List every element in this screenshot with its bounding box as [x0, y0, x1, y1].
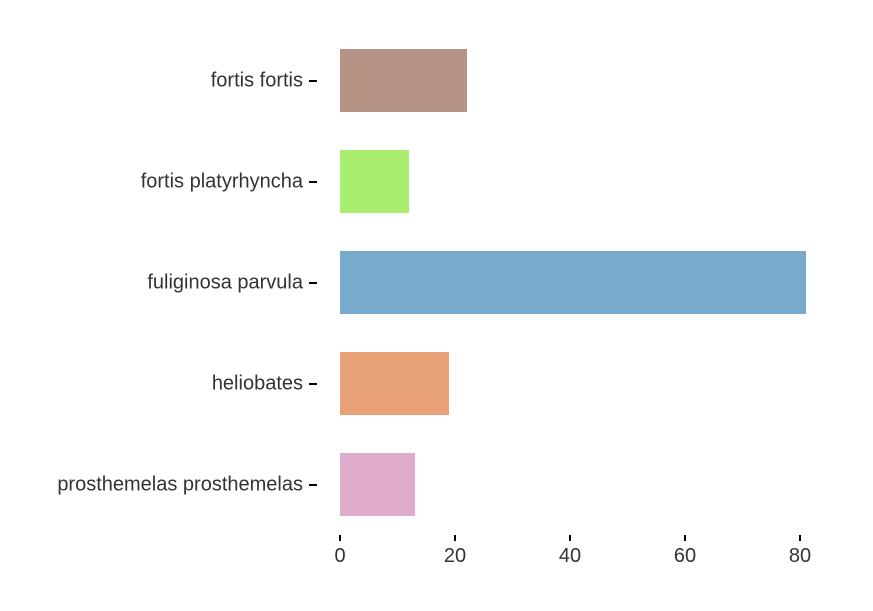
y-tick-label: prosthemelas prosthemelas [57, 473, 303, 496]
y-tick-label: heliobates [212, 372, 303, 395]
y-tick-mark [309, 383, 317, 385]
y-tick-mark [309, 484, 317, 486]
bar [340, 49, 467, 112]
x-tick-label: 80 [789, 545, 811, 568]
bar [340, 150, 409, 213]
bar [340, 453, 415, 516]
y-tick-label: fuliginosa parvula [147, 271, 303, 294]
y-tick-label: fortis platyrhyncha [141, 170, 303, 193]
x-tick-mark [684, 535, 686, 541]
x-tick-label: 20 [444, 545, 466, 568]
x-tick-mark [799, 535, 801, 541]
y-tick-mark [309, 282, 317, 284]
bar-chart: fortis fortis fortis platyrhyncha fuligino… [0, 0, 873, 611]
bar [340, 352, 449, 415]
x-tick-label: 0 [334, 545, 345, 568]
y-tick-mark [309, 80, 317, 82]
x-tick-mark [569, 535, 571, 541]
bar [340, 251, 806, 314]
y-tick-mark [309, 181, 317, 183]
y-tick-label: fortis fortis [211, 69, 303, 92]
x-tick-mark [339, 535, 341, 541]
x-tick-label: 60 [674, 545, 696, 568]
x-tick-label: 40 [559, 545, 581, 568]
x-tick-mark [454, 535, 456, 541]
